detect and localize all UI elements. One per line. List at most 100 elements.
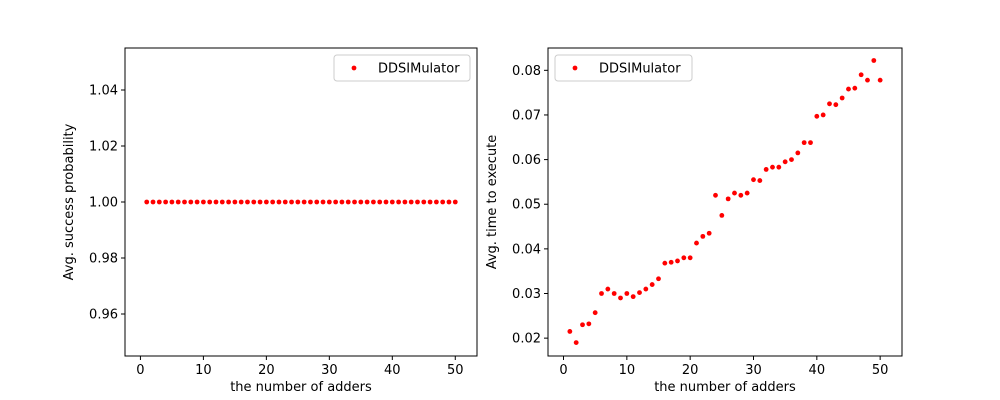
y-tick-label: 0.96 xyxy=(89,308,118,323)
legend: DDSIMulator xyxy=(333,54,471,82)
data-point xyxy=(732,190,737,196)
x-tick-label: 30 xyxy=(321,363,338,378)
data-point xyxy=(389,199,395,205)
data-point xyxy=(700,233,706,239)
data-point xyxy=(270,199,276,205)
data-point xyxy=(301,199,307,205)
data-point xyxy=(408,199,414,205)
data-point xyxy=(763,167,769,172)
y-tick-label: 0.06 xyxy=(512,153,541,168)
x-tick-label: 30 xyxy=(745,363,762,378)
data-point xyxy=(852,85,858,91)
series-1-points xyxy=(144,199,458,205)
data-point xyxy=(415,199,420,205)
data-point xyxy=(751,177,756,183)
x-tick-label: 20 xyxy=(258,363,275,378)
data-point xyxy=(580,322,585,328)
y-tick-label: 0.03 xyxy=(512,287,541,302)
data-point xyxy=(433,199,439,205)
data-point xyxy=(396,199,402,205)
data-point xyxy=(345,199,351,205)
data-point xyxy=(814,113,820,119)
plot-frame xyxy=(547,47,903,357)
data-point xyxy=(326,199,332,205)
data-point xyxy=(795,150,801,156)
y-tick-label: 0.05 xyxy=(512,198,541,213)
data-point xyxy=(719,212,725,218)
y-axis-label: Avg. time to execute xyxy=(485,135,500,270)
data-point xyxy=(605,286,611,292)
data-point xyxy=(694,240,699,246)
series-1-points xyxy=(567,58,883,346)
legend-box xyxy=(554,54,693,82)
x-tick-label: 20 xyxy=(682,363,699,378)
x-axis-label: the number of adders xyxy=(230,380,372,395)
data-point xyxy=(656,276,661,282)
chart-panel-1: 0 10 20 30 40 50 0.96 0.98 1.00 1.02 1.04 the numbe… xyxy=(62,47,478,395)
data-point xyxy=(295,199,301,205)
data-point xyxy=(839,95,845,101)
y-axis-label: Avg. success probability xyxy=(62,123,77,280)
data-point xyxy=(649,282,655,287)
data-point xyxy=(637,290,642,296)
x-tick-label: 0 xyxy=(136,363,144,378)
data-point xyxy=(858,72,864,78)
data-point xyxy=(599,291,604,296)
data-point xyxy=(820,112,826,118)
data-point xyxy=(219,199,225,205)
data-point xyxy=(333,199,339,205)
data-point xyxy=(744,190,750,196)
data-point xyxy=(618,295,623,301)
y-tick-label: 1.02 xyxy=(89,140,118,155)
y-tick-label: 0.04 xyxy=(512,242,541,257)
data-point xyxy=(782,159,788,165)
y-tick-label: 1.04 xyxy=(89,84,118,99)
data-point xyxy=(776,164,782,170)
data-point xyxy=(245,199,250,205)
data-point xyxy=(226,199,231,205)
y-tick-label: 0.98 xyxy=(89,252,118,267)
data-point xyxy=(446,199,452,205)
data-point xyxy=(452,199,458,205)
data-point xyxy=(188,199,194,205)
data-point xyxy=(308,199,313,205)
legend-label: DDSIMulator xyxy=(599,62,681,77)
data-point xyxy=(440,199,446,205)
data-point xyxy=(282,199,288,205)
data-point xyxy=(770,164,775,170)
data-point xyxy=(358,199,364,205)
data-point xyxy=(725,196,731,202)
data-point xyxy=(738,192,744,198)
data-point xyxy=(314,199,320,205)
data-point xyxy=(364,199,370,205)
legend-marker xyxy=(351,65,357,71)
data-point xyxy=(757,178,763,183)
data-point xyxy=(200,199,206,205)
data-point xyxy=(713,192,718,198)
data-point xyxy=(573,340,579,346)
data-point xyxy=(156,199,162,205)
data-point xyxy=(675,258,680,264)
data-point xyxy=(611,291,617,296)
data-point xyxy=(687,255,693,261)
data-point xyxy=(427,199,433,205)
x-tick-label: 40 xyxy=(384,363,401,378)
data-point xyxy=(567,329,573,334)
data-point xyxy=(289,199,294,205)
data-point xyxy=(213,199,219,205)
data-point xyxy=(643,286,649,292)
data-point xyxy=(377,199,383,205)
data-point xyxy=(833,102,839,108)
x-axis-label: the number of adders xyxy=(654,380,796,395)
x-tick-label: 10 xyxy=(195,363,212,378)
data-point xyxy=(276,199,282,205)
data-point xyxy=(865,77,870,83)
y-tick-label: 0.07 xyxy=(512,108,541,123)
data-point xyxy=(150,199,156,205)
data-point xyxy=(662,260,668,266)
data-point xyxy=(169,199,175,205)
x-tick-label: 0 xyxy=(559,363,567,378)
data-point xyxy=(586,321,592,327)
data-point xyxy=(263,199,269,205)
data-point xyxy=(668,259,674,265)
